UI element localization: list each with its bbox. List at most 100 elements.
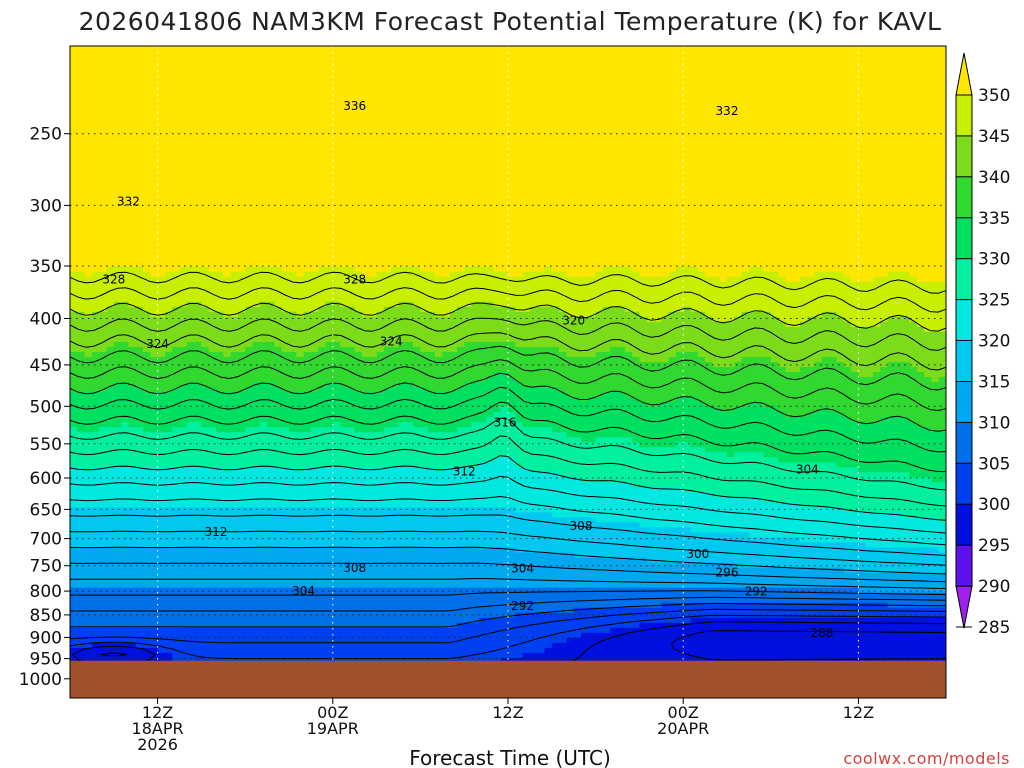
contour-label: 328 — [102, 272, 125, 286]
field-cell — [522, 382, 946, 388]
field-cell — [325, 341, 341, 348]
field-cell — [70, 427, 78, 433]
field-cell — [624, 306, 684, 313]
field-cell — [551, 512, 903, 519]
field-cell — [770, 311, 823, 318]
field-cell — [559, 472, 911, 478]
field-cell — [931, 477, 946, 483]
field-cell — [800, 321, 852, 328]
field-cell — [70, 216, 946, 223]
field-cell — [741, 271, 779, 278]
field-cell — [398, 341, 414, 348]
field-cell — [91, 351, 151, 358]
field-cell — [70, 226, 946, 233]
field-cell — [70, 562, 735, 569]
field-cell — [464, 382, 524, 388]
field-cell — [559, 387, 946, 393]
field-cell — [697, 351, 946, 358]
field-cell — [70, 246, 946, 253]
field-cell — [442, 467, 531, 473]
field-cell — [143, 346, 173, 353]
field-cell — [566, 351, 597, 358]
field-cell — [383, 306, 421, 313]
colorbar-bottom-arrow — [955, 585, 973, 629]
field-cell — [376, 311, 436, 318]
field-cell — [902, 512, 946, 519]
field-cell — [712, 316, 735, 323]
field-cell — [456, 622, 640, 629]
field-cell — [610, 346, 626, 353]
field-cell — [70, 101, 946, 107]
field-cell — [70, 532, 750, 539]
field-cell — [70, 266, 108, 273]
field-cell — [318, 266, 356, 273]
field-cell — [296, 311, 305, 318]
contour-label: 320 — [562, 314, 585, 328]
contour-label: 308 — [570, 519, 593, 533]
field-cell — [70, 512, 553, 519]
field-cell — [245, 427, 290, 433]
field-cell — [376, 351, 436, 358]
field-cell — [741, 311, 772, 318]
field-cell — [70, 372, 494, 378]
field-cell — [785, 321, 801, 328]
contour-line-338 — [70, 317, 946, 351]
colorbar-label: 335 — [978, 209, 1010, 229]
contour-label: 336 — [343, 99, 366, 113]
field-cell — [814, 361, 845, 368]
field-cell — [778, 457, 946, 463]
field-cell — [807, 412, 845, 418]
field-cell — [748, 402, 765, 408]
field-cell — [150, 351, 166, 358]
field-cell — [858, 587, 946, 594]
field-cell — [442, 351, 567, 358]
field-cell — [383, 427, 429, 433]
field-cell — [70, 326, 925, 333]
field-cell — [515, 457, 779, 463]
contour-line-314 — [70, 514, 946, 556]
field-cell — [383, 346, 421, 353]
field-cell — [843, 271, 889, 278]
y-axis: 2503003504004505005506006507007508008509… — [19, 125, 70, 690]
colorbar-segment — [956, 258, 972, 301]
field-cell — [865, 542, 946, 549]
contour-line-322 — [70, 435, 946, 507]
field-cell — [70, 387, 108, 393]
field-cell — [70, 111, 946, 117]
field-cell — [690, 442, 946, 448]
field-cell — [186, 382, 202, 388]
field-cell — [172, 652, 524, 659]
y-tick-label: 700 — [30, 530, 62, 550]
field-cell — [851, 321, 881, 328]
field-cell — [843, 567, 946, 574]
field-cell — [602, 266, 633, 273]
field-cell — [70, 612, 516, 619]
field-cell — [245, 306, 283, 313]
field-cell — [186, 341, 202, 348]
y-tick-label: 400 — [30, 310, 62, 330]
field-cell — [150, 311, 166, 318]
field-cell — [770, 356, 823, 363]
contour-line-316 — [70, 496, 946, 546]
y-tick-label: 600 — [30, 469, 62, 489]
field-cell — [84, 271, 93, 278]
field-cell — [800, 537, 946, 544]
field-cell — [70, 291, 946, 298]
field-cell — [70, 382, 115, 388]
y-tick-label: 350 — [30, 257, 62, 277]
field-cell — [391, 266, 421, 273]
colorbar-label: 330 — [978, 250, 1010, 270]
field-cell — [449, 271, 509, 278]
field-cell — [573, 607, 946, 614]
field-cell — [566, 432, 946, 438]
field-cell — [624, 392, 946, 398]
field-cell — [705, 447, 946, 453]
contour-labels: 336 332 332 328 328 324 324 320 316 312 312 308 308 3… — [102, 99, 833, 640]
contour-label: 312 — [205, 525, 228, 539]
field-cell — [836, 311, 946, 318]
y-tick-label: 450 — [30, 356, 62, 376]
colorbar-label: 320 — [978, 332, 1010, 352]
field-cell — [128, 341, 188, 348]
field-cell — [493, 412, 516, 418]
field-cell — [916, 276, 946, 283]
